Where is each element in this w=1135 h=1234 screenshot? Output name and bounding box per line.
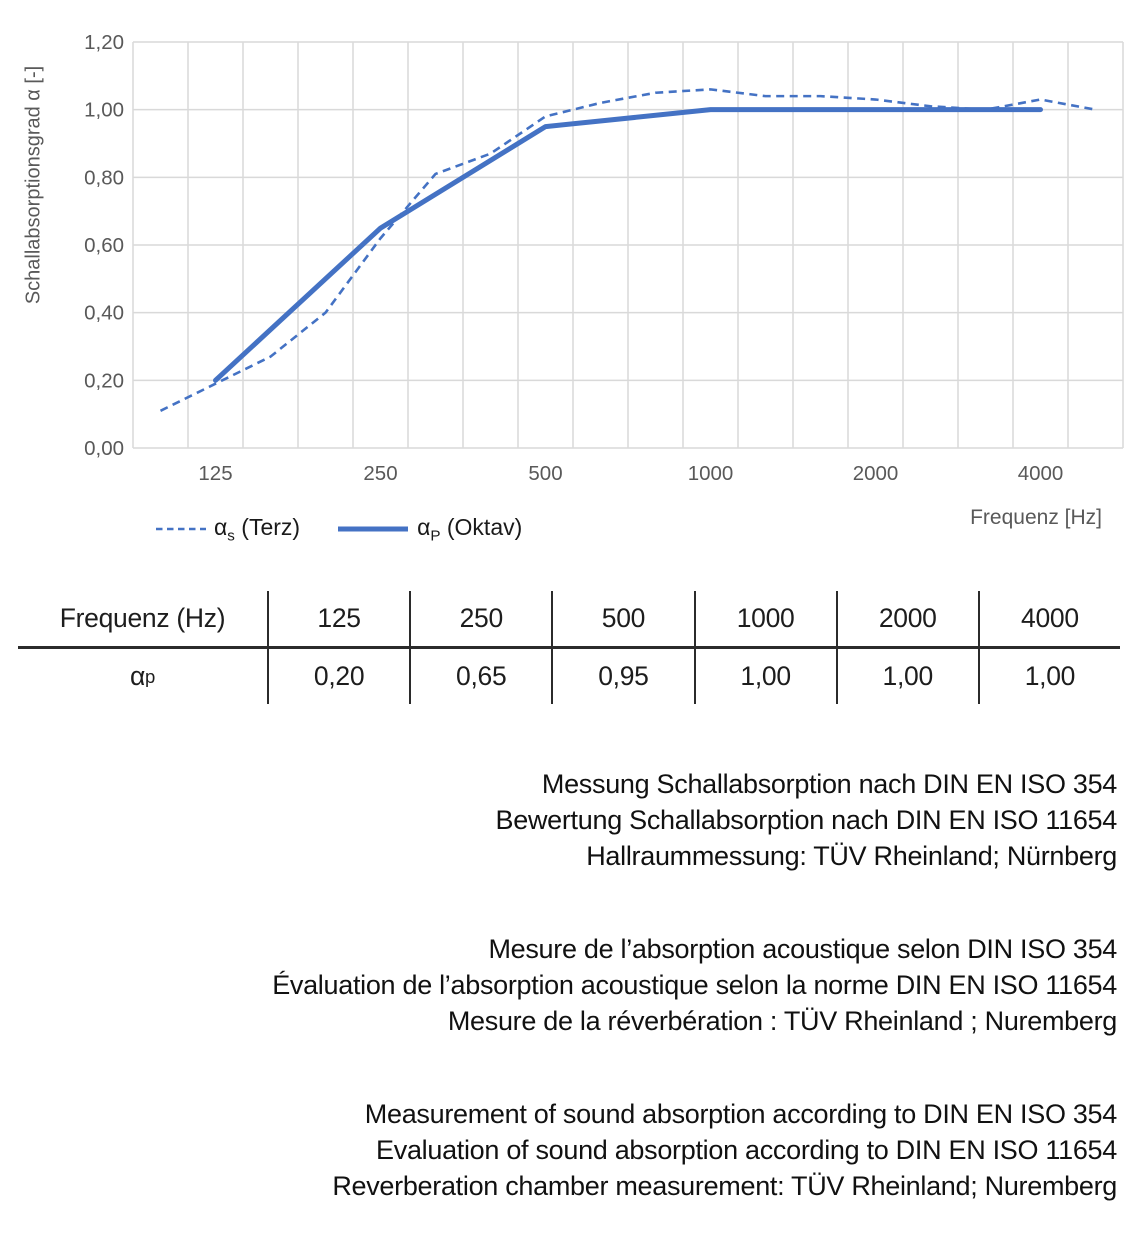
y-tick-label: 0,40 [84, 302, 124, 325]
legend-symbol: α [417, 514, 431, 540]
table-value-2000: 1,00 [835, 649, 978, 704]
table-value-1000: 1,00 [693, 649, 836, 704]
series-alpha-s-terz [159, 88, 1096, 412]
chart-plot-area: 0,00 0,20 0,40 0,60 0,80 1,00 1,20 125 250 500 100… [84, 31, 1124, 485]
series-alpha-p-oktav [213, 107, 1043, 383]
x-axis-title: Frequenz [Hz] [970, 506, 1102, 529]
table-header-1000: 1000 [693, 591, 836, 649]
legend-text: (Terz) [234, 514, 301, 540]
x-tick-label: 250 [363, 462, 397, 485]
note-line: Mesure de la réverbération : TÜV Rheinla… [447, 1006, 1117, 1036]
note-french: Mesure de l’absorption acoustique selon … [0, 931, 1117, 1039]
alpha-subscript: p [145, 665, 156, 687]
legend-label-terz: αs (Terz) [214, 514, 300, 545]
solid-line-swatch [338, 526, 409, 532]
note-line: Hallraummessung: TÜV Rheinland; Nürnberg [586, 841, 1117, 871]
x-tick-label: 1000 [688, 462, 734, 485]
y-tick-label: 1,20 [84, 31, 124, 54]
table-header-2000: 2000 [835, 591, 978, 649]
chart-legend: αs (Terz) αP (Oktav) [155, 514, 522, 545]
table-header-125: 125 [267, 591, 410, 649]
table-header-frequency: Frequenz (Hz) [18, 591, 267, 649]
measurement-notes: Messung Schallabsorption nach DIN EN ISO… [0, 766, 1117, 1204]
legend-label-oktav: αP (Oktav) [417, 514, 522, 545]
table-header-500: 500 [551, 591, 694, 649]
x-tick-label: 125 [198, 462, 232, 485]
note-line: Evaluation of sound absorption according… [376, 1135, 1117, 1165]
legend-symbol: α [214, 514, 228, 540]
y-tick-label: 0,60 [84, 234, 124, 257]
legend-item-oktav: αP (Oktav) [336, 514, 522, 545]
table-value-125: 0,20 [267, 649, 409, 704]
note-line: Measurement of sound absorption accordin… [364, 1099, 1118, 1129]
note-line: Reverberation chamber measurement: TÜV R… [332, 1171, 1117, 1201]
note-line: Mesure de l’absorption acoustique selon … [488, 934, 1117, 964]
x-tick-label: 500 [528, 462, 562, 485]
y-axis-title: Schallabsorptionsgrad α [-] [22, 65, 45, 305]
x-tick-label: 2000 [853, 462, 899, 485]
table-header-4000: 4000 [977, 591, 1120, 649]
alpha-symbol: α [129, 661, 145, 691]
legend-item-terz: αs (Terz) [155, 514, 300, 545]
y-tick-label: 1,00 [84, 99, 124, 122]
note-line: Messung Schallabsorption nach DIN EN ISO… [541, 769, 1117, 799]
table-value-500: 0,95 [551, 649, 693, 704]
legend-text: (Oktav) [440, 514, 523, 540]
y-tick-label: 0,00 [84, 437, 124, 460]
note-line: Évaluation de l’absorption acoustique se… [272, 970, 1117, 1000]
note-german: Messung Schallabsorption nach DIN EN ISO… [0, 766, 1118, 874]
note-english: Measurement of sound absorption accordin… [0, 1096, 1117, 1204]
legend-subscript: s [227, 527, 235, 545]
dashed-line-swatch [156, 527, 206, 531]
legend-subscript: P [430, 527, 441, 545]
note-line: Bewertung Schallabsorption nach DIN EN I… [495, 805, 1118, 835]
y-tick-label: 0,20 [84, 369, 124, 392]
y-tick-label: 0,80 [84, 166, 124, 189]
table-value-250: 0,65 [409, 649, 551, 704]
x-tick-label: 4000 [1018, 462, 1064, 485]
table-header-250: 250 [409, 591, 552, 649]
table-value-4000: 1,00 [977, 649, 1120, 704]
alpha-p-table: Frequenz (Hz) 125 250 500 1000 2000 4000… [18, 591, 1120, 704]
